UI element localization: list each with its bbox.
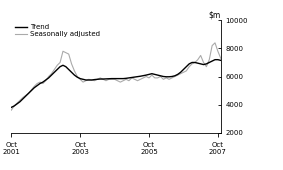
Trend: [127, 77, 131, 79]
Trend: [213, 59, 217, 61]
Trend: [53, 71, 56, 73]
Seasonally adjusted: [53, 69, 56, 71]
Seasonally adjusted: [219, 57, 222, 59]
Seasonally adjusted: [127, 80, 131, 82]
Trend: [124, 77, 128, 79]
Line: Seasonally adjusted: Seasonally adjusted: [11, 43, 221, 110]
Seasonally adjusted: [124, 78, 128, 80]
Seasonally adjusted: [199, 54, 202, 56]
Trend: [55, 69, 59, 71]
Trend: [78, 78, 82, 80]
Trend: [199, 63, 202, 65]
Text: $m: $m: [209, 10, 221, 19]
Seasonally adjusted: [55, 64, 59, 66]
Trend: [10, 106, 13, 108]
Trend: [219, 59, 222, 61]
Seasonally adjusted: [78, 78, 82, 80]
Seasonally adjusted: [213, 42, 217, 44]
Line: Trend: Trend: [11, 60, 221, 107]
Seasonally adjusted: [10, 109, 13, 111]
Legend: Trend, Seasonally adjusted: Trend, Seasonally adjusted: [15, 24, 100, 37]
